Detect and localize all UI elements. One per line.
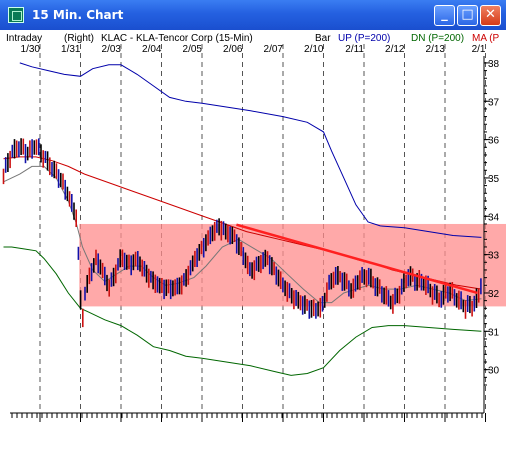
x-tick-label: 2/13 bbox=[426, 44, 446, 55]
close-button[interactable]: ✕ bbox=[480, 5, 501, 26]
x-tick-label: 1/30 bbox=[21, 44, 41, 55]
series-line-1 bbox=[3, 246, 482, 376]
time-axis-minor-ticks bbox=[11, 413, 483, 418]
x-tick-label: 1/31 bbox=[61, 44, 81, 55]
trend-line[interactable] bbox=[236, 223, 478, 295]
minimize-button[interactable]: _ bbox=[434, 5, 455, 26]
y-tick-label: 35 bbox=[488, 174, 500, 185]
x-tick-label: 2/04 bbox=[142, 44, 162, 55]
ma-legend: MA (P bbox=[472, 33, 500, 44]
x-tick-label: 2/11 bbox=[345, 44, 364, 55]
x-tick-label: 2/10 bbox=[304, 44, 324, 55]
price-bars bbox=[2, 138, 482, 328]
y-tick-label: 34 bbox=[488, 212, 500, 223]
series-line-0 bbox=[19, 62, 482, 238]
time-axis: 1/30 1/31 2/03 2/04 2/05 2/06 2/07 2/10 2/11 2/12… bbox=[21, 44, 486, 422]
chart-app-icon bbox=[8, 7, 24, 23]
y-tick-label: 33 bbox=[488, 251, 500, 262]
window-title: 15 Min. Chart bbox=[32, 8, 124, 22]
y-tick-label: 37 bbox=[488, 97, 500, 108]
y-tick-label: 32 bbox=[488, 289, 500, 300]
price-axis: 38 37 36 35 34 33 32 31 30 bbox=[484, 59, 500, 386]
y-tick-label: 36 bbox=[488, 136, 500, 147]
x-tick-label: 2/1 bbox=[472, 44, 486, 55]
up-legend: UP (P=200) bbox=[338, 33, 390, 44]
symbol-label: KLAC - KLA-Tencor Corp (15-Min) bbox=[101, 33, 253, 44]
bar-type-label: Bar bbox=[315, 33, 331, 44]
x-tick-label: 2/05 bbox=[183, 44, 203, 55]
x-tick-label: 2/12 bbox=[385, 44, 405, 55]
price-chart[interactable]: 38 37 36 35 34 33 32 31 30 1/30 1/31 2/03 2/04 2/05 2… bbox=[0, 30, 506, 460]
maximize-button[interactable]: □ bbox=[457, 5, 478, 26]
x-tick-label: 2/07 bbox=[264, 44, 284, 55]
axis-side-label: (Right) bbox=[64, 33, 94, 44]
x-tick-label: 2/06 bbox=[223, 44, 243, 55]
y-tick-label: 30 bbox=[488, 366, 500, 377]
y-tick-label: 31 bbox=[488, 327, 500, 338]
x-tick-label: 2/03 bbox=[102, 44, 122, 55]
dn-legend: DN (P=200) bbox=[411, 33, 464, 44]
intraday-label: Intraday bbox=[6, 33, 42, 44]
y-tick-label: 38 bbox=[488, 59, 500, 70]
title-bar[interactable]: 15 Min. Chart _ □ ✕ bbox=[0, 0, 506, 30]
